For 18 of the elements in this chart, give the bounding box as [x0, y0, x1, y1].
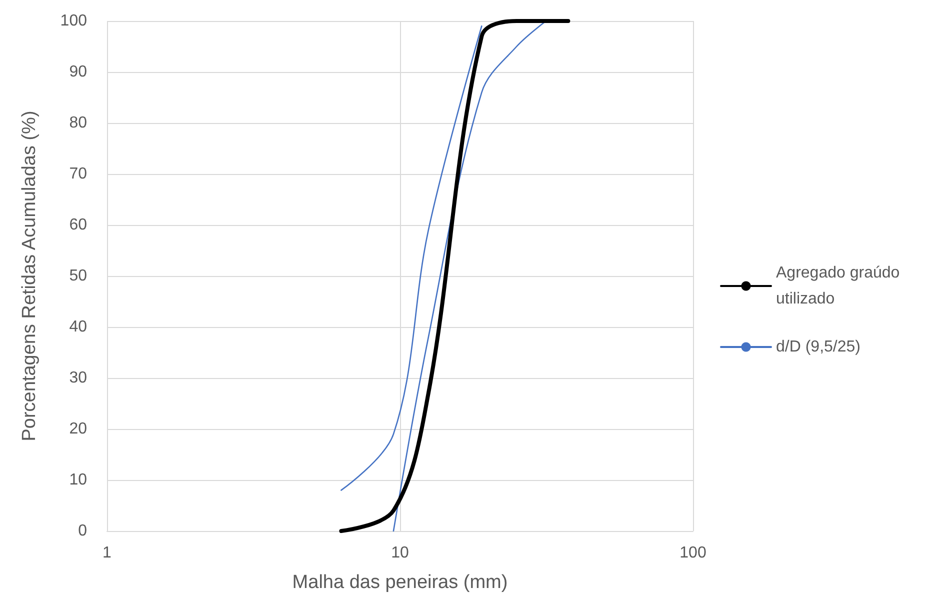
legend-label: Agregado graúdo utilizado [776, 264, 904, 308]
y-tick-label: 0 [78, 522, 88, 540]
x-tick-label: 10 [391, 544, 409, 562]
y-tick-label: 80 [69, 114, 88, 132]
y-tick-label: 10 [69, 472, 88, 488]
y-tick-label: 40 [69, 318, 88, 336]
y-tick-label: 20 [69, 420, 88, 438]
y-tick-label: 50 [69, 268, 88, 284]
y-tick-label: 90 [69, 64, 88, 80]
x-tick-label: 100 [680, 544, 706, 562]
x-axis-title: Malha das peneiras (mm) [292, 572, 508, 593]
y-tick-label: 70 [69, 166, 88, 182]
legend-label: d/D (9,5/25) [776, 338, 860, 356]
x-tick-label: 1 [102, 544, 112, 562]
y-axis-title: Porcentagens Retidas Acumuladas (%) [19, 110, 40, 442]
y-tick-label: 100 [60, 12, 88, 30]
y-tick-label: 60 [69, 216, 88, 234]
y-tick-label: 30 [69, 370, 88, 386]
